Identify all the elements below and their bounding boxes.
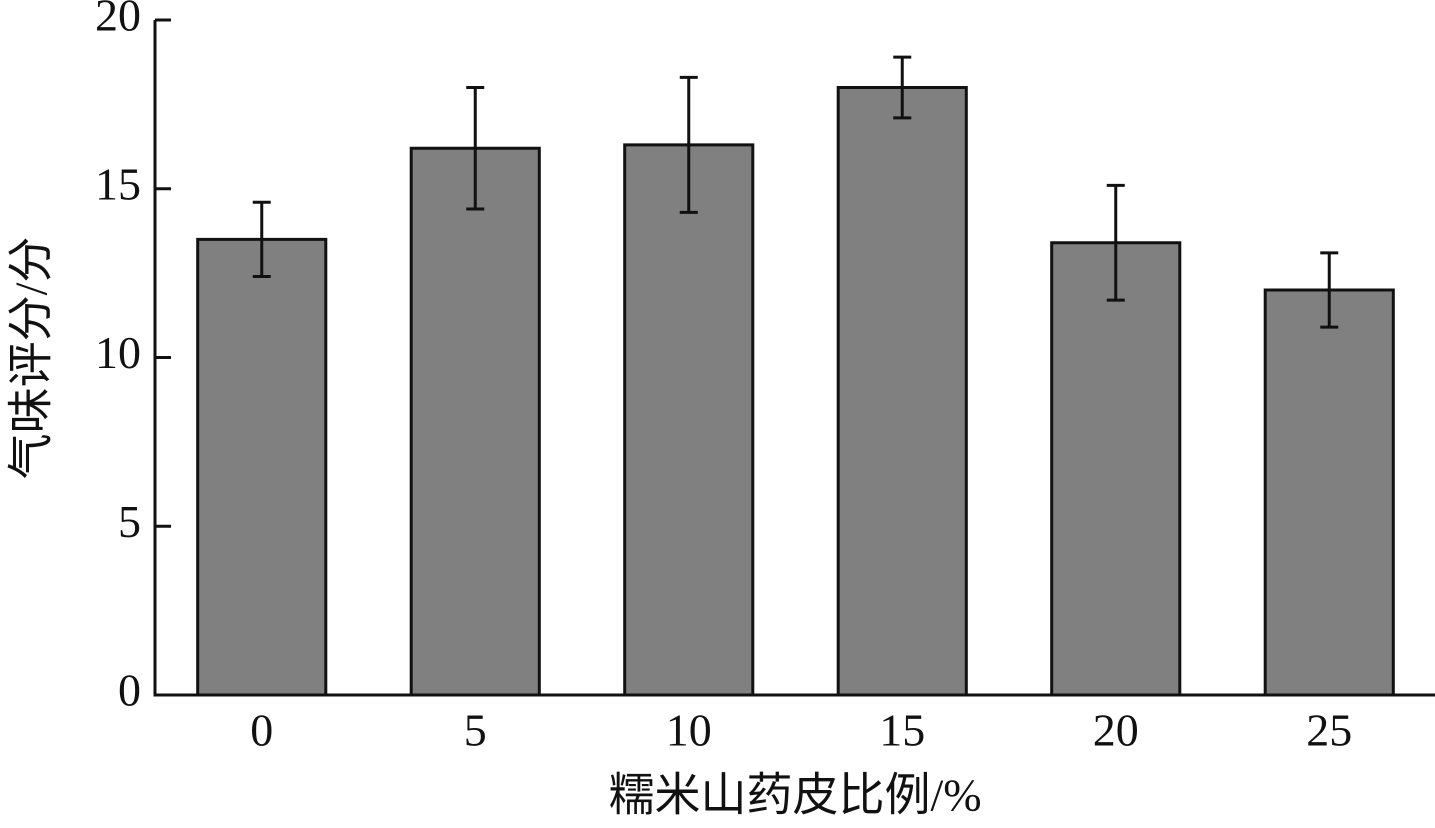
x-axis-title: 糯米山药皮比例/% [608,770,981,821]
y-tick-label: 5 [118,496,141,547]
error-bar [466,86,485,211]
x-tick-label: 10 [666,705,712,756]
y-tick-label: 0 [118,665,141,716]
bar [1050,241,1182,697]
bar [196,237,328,697]
x-tick-label: 5 [464,705,487,756]
error-bar [1106,183,1125,302]
y-axis-title: 气味评分/分 [6,237,57,480]
y-tick-label: 15 [95,158,141,209]
error-bar [679,75,698,214]
bar [836,86,968,697]
error-bar [893,55,912,120]
bar [1263,288,1395,697]
error-bar [1320,251,1339,329]
error-bar [252,200,271,278]
bar [623,143,755,697]
y-tick-label: 10 [95,327,141,378]
x-tick-label: 0 [250,705,273,756]
x-tick-label: 15 [879,705,925,756]
x-tick-label: 20 [1093,705,1139,756]
bar [409,146,541,697]
y-tick-label: 20 [95,0,141,41]
x-tick-label: 25 [1306,705,1352,756]
